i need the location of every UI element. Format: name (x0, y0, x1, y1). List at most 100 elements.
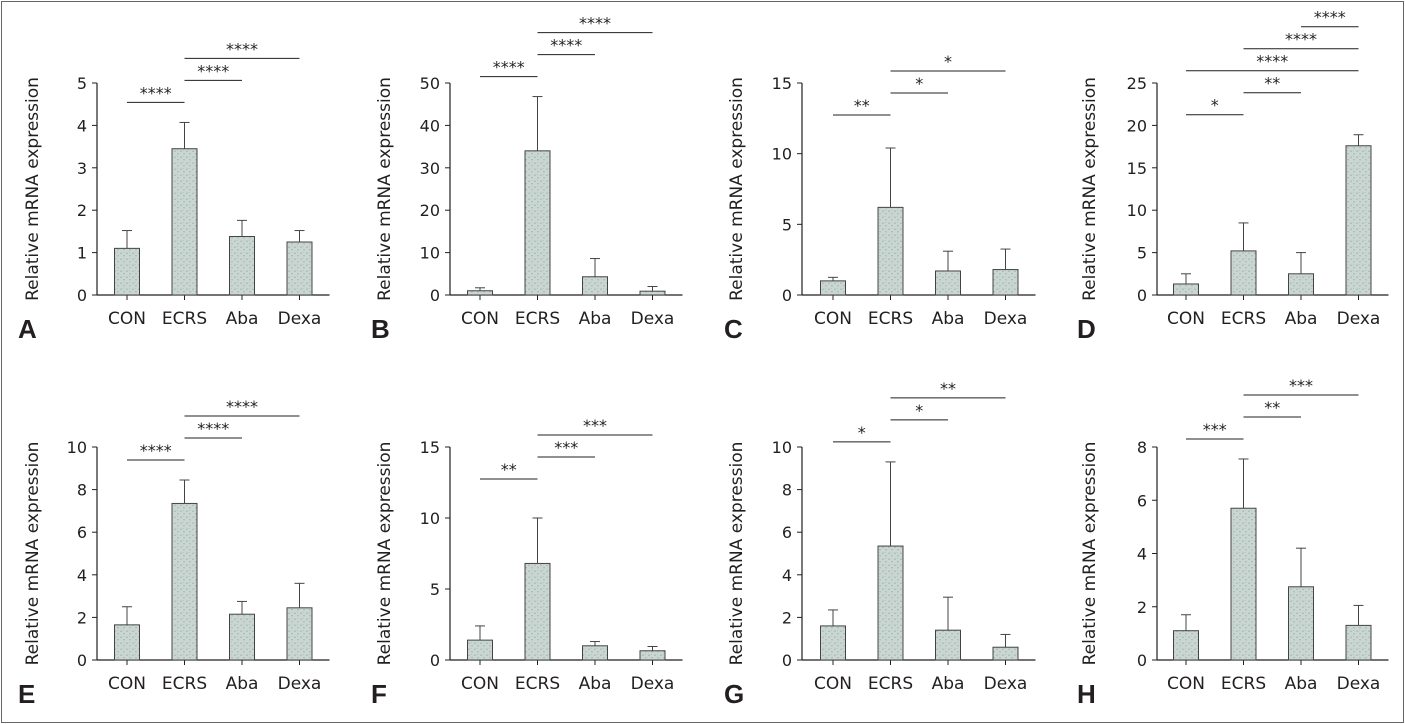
significance-label: **** (226, 39, 258, 58)
x-tick-label: ECRS (868, 674, 913, 694)
y-axis-title: Relative mRNA expression (727, 442, 747, 666)
significance-label: ** (1264, 74, 1280, 93)
y-tick-label: 0 (77, 651, 87, 670)
significance-label: **** (197, 61, 229, 80)
y-tick-label: 3 (77, 159, 87, 178)
y-axis-title: Relative mRNA expression (727, 77, 747, 301)
y-tick-label: 2 (782, 608, 792, 627)
panel-e: 0 2 4 6 8 10 CON ECRS Aba Dexa Relative mRNA expre… (18, 397, 330, 709)
x-tick-label: Dexa (631, 309, 675, 329)
x-tick-label: Aba (226, 309, 259, 329)
bar-ecrs (1230, 250, 1257, 296)
bar-aba (582, 645, 608, 661)
y-tick-label: 2 (77, 608, 87, 627)
x-tick-label: CON (1167, 309, 1205, 329)
significance-label: ** (854, 96, 870, 115)
significance-label: **** (140, 441, 172, 460)
y-tick-label: 6 (77, 523, 87, 542)
bar-con (114, 624, 140, 661)
significance-label: * (915, 74, 923, 93)
x-tick-label: Aba (1285, 309, 1318, 329)
y-tick-label: 15 (420, 438, 440, 457)
bar-dexa (639, 290, 666, 296)
bar-ecrs (877, 545, 904, 661)
bar-dexa (1345, 624, 1372, 661)
significance-label: * (858, 423, 866, 442)
x-tick-label: Aba (226, 674, 259, 694)
bar-aba (1288, 586, 1314, 661)
panels-group: 0 1 2 3 4 5 CON ECRS Aba Dexa Relative mRNA expres… (18, 8, 1389, 709)
y-tick-label: 10 (1127, 201, 1147, 220)
x-tick-label: CON (461, 674, 499, 694)
y-tick-label: 10 (67, 438, 87, 457)
significance-label: ** (940, 379, 956, 398)
y-tick-label: 15 (772, 74, 792, 93)
bar-dexa (992, 646, 1019, 661)
panel-letter: G (724, 679, 744, 709)
significance-label: **** (1314, 8, 1346, 27)
x-tick-label: Aba (932, 674, 965, 694)
y-tick-label: 5 (430, 580, 440, 599)
y-tick-label: 2 (77, 201, 87, 220)
panel-f: 0 5 10 15 CON ECRS Aba Dexa Relative mRNA expres… (371, 416, 683, 709)
panel-d: 0 5 10 15 20 25 CON ECRS Aba Dexa Relative mRNA ex… (1077, 8, 1389, 344)
y-tick-label: 50 (420, 74, 440, 93)
y-tick-label: 30 (420, 159, 440, 178)
x-tick-label: ECRS (1221, 309, 1266, 329)
y-axis-title: Relative mRNA expression (1080, 77, 1100, 301)
significance-label: **** (493, 58, 525, 77)
significance-label: **** (1256, 52, 1288, 71)
y-tick-label: 0 (1137, 286, 1147, 305)
bar-aba (935, 629, 961, 661)
y-tick-label: 0 (430, 651, 440, 670)
panel-letter: E (18, 679, 35, 709)
y-tick-label: 8 (77, 481, 87, 500)
y-tick-label: 20 (1127, 116, 1147, 135)
x-tick-label: ECRS (1221, 674, 1266, 694)
bar-con (820, 625, 846, 661)
panel-c: 0 5 10 15 CON ECRS Aba Dexa Relative mRNA expres… (724, 52, 1036, 344)
panel-letter: D (1077, 314, 1096, 344)
bar-aba (935, 270, 961, 296)
x-tick-label: ECRS (162, 309, 207, 329)
y-tick-label: 10 (420, 509, 440, 528)
x-tick-label: Dexa (278, 674, 322, 694)
significance-label: **** (226, 397, 258, 416)
panel-a: 0 1 2 3 4 5 CON ECRS Aba Dexa Relative mRNA expres… (18, 39, 330, 344)
bar-con (467, 290, 493, 296)
panel-b: 0 10 20 30 40 50 CON ECRS Aba Dexa Relative mRNA e… (371, 14, 683, 344)
x-tick-label: Dexa (984, 309, 1028, 329)
panel-g: 0 2 4 6 8 10 CON ECRS Aba Dexa Relative mRNA expre… (724, 379, 1036, 709)
significance-label: *** (1289, 376, 1313, 395)
significance-label: *** (1203, 420, 1227, 439)
bar-con (114, 247, 140, 296)
bar-dexa (1345, 145, 1372, 296)
y-tick-label: 15 (1127, 159, 1147, 178)
bar-dexa (639, 650, 666, 661)
x-tick-label: ECRS (515, 674, 560, 694)
y-tick-label: 0 (782, 651, 792, 670)
x-tick-label: Aba (932, 309, 965, 329)
bar-ecrs (524, 562, 551, 661)
y-tick-label: 8 (782, 481, 792, 500)
bar-ecrs (1230, 507, 1257, 661)
bar-dexa (286, 241, 313, 296)
y-tick-label: 5 (782, 215, 792, 234)
significance-label: **** (579, 14, 611, 33)
significance-label: *** (583, 416, 607, 435)
significance-label: **** (197, 419, 229, 438)
bar-aba (1288, 273, 1314, 296)
x-tick-label: Dexa (984, 674, 1028, 694)
significance-label: **** (140, 83, 172, 102)
y-tick-label: 5 (1137, 244, 1147, 263)
y-tick-label: 6 (782, 523, 792, 542)
bar-ecrs (524, 150, 551, 296)
y-tick-label: 2 (1137, 598, 1147, 617)
significance-label: ** (501, 460, 517, 479)
x-tick-label: CON (814, 309, 852, 329)
y-tick-label: 0 (430, 286, 440, 305)
bar-con (820, 280, 846, 296)
x-tick-label: ECRS (868, 309, 913, 329)
x-tick-label: CON (461, 309, 499, 329)
